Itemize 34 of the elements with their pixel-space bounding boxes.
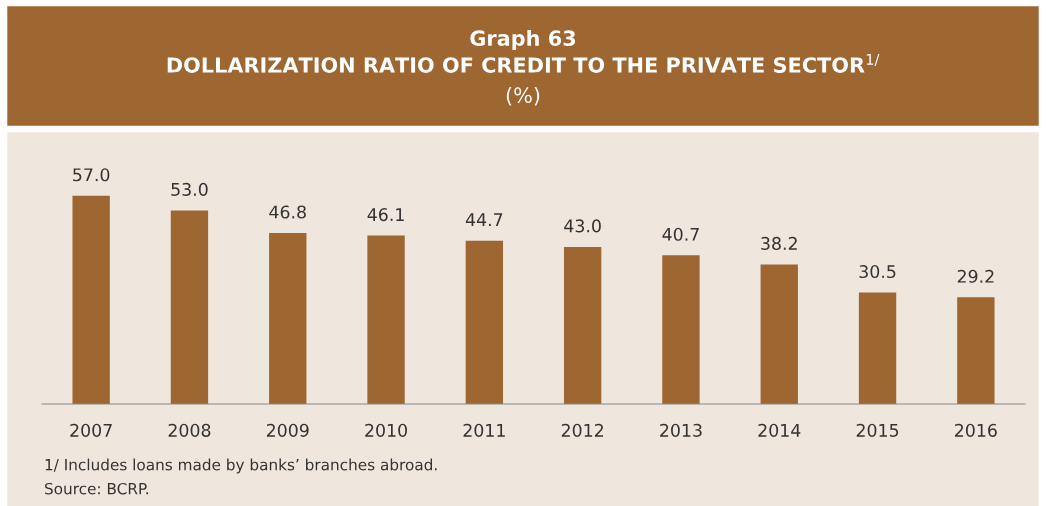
data-label: 57.0 bbox=[73, 168, 110, 182]
bar bbox=[760, 264, 798, 404]
data-label: 46.8 bbox=[269, 205, 306, 219]
x-tick-label: 2014 bbox=[758, 423, 801, 437]
data-label: 30.5 bbox=[859, 264, 896, 279]
data-label: 43.0 bbox=[564, 219, 601, 233]
bar bbox=[170, 210, 209, 404]
bar bbox=[367, 235, 405, 404]
source-note: Source: BCRP. bbox=[45, 482, 148, 495]
data-label: 40.7 bbox=[662, 227, 699, 241]
bar bbox=[72, 195, 110, 404]
x-tick-label: 2007 bbox=[70, 423, 112, 437]
data-label: 46.1 bbox=[367, 208, 404, 222]
data-label: 44.7 bbox=[465, 213, 503, 227]
x-tick-label: 2013 bbox=[660, 423, 702, 437]
bar bbox=[957, 297, 995, 404]
data-label: 29.2 bbox=[957, 269, 994, 283]
data-label: 53.0 bbox=[171, 182, 208, 196]
bar bbox=[465, 240, 504, 404]
bar bbox=[563, 246, 602, 404]
chart-title: Graph 63 bbox=[470, 29, 576, 51]
x-tick-label: 2011 bbox=[463, 423, 505, 437]
bar bbox=[858, 292, 897, 404]
x-tick-label: 2010 bbox=[365, 423, 407, 437]
text: 1/ Includes loans made by banks’ branches abroad. bbox=[45, 458, 437, 474]
bar bbox=[662, 255, 700, 404]
x-tick-label: 2015 bbox=[856, 423, 899, 437]
bar bbox=[269, 233, 307, 404]
x-tick-label: 2012 bbox=[561, 423, 603, 437]
text: DOLLARIZATION RATIO OF CREDIT TO THE PRIVATE SECTOR$^{1/}$ (%) bbox=[167, 54, 880, 106]
x-tick-label: 2016 bbox=[955, 423, 997, 437]
x-tick-label: 2009 bbox=[266, 423, 309, 437]
x-tick-label: 2008 bbox=[168, 423, 211, 437]
data-label: 38.2 bbox=[761, 236, 797, 250]
